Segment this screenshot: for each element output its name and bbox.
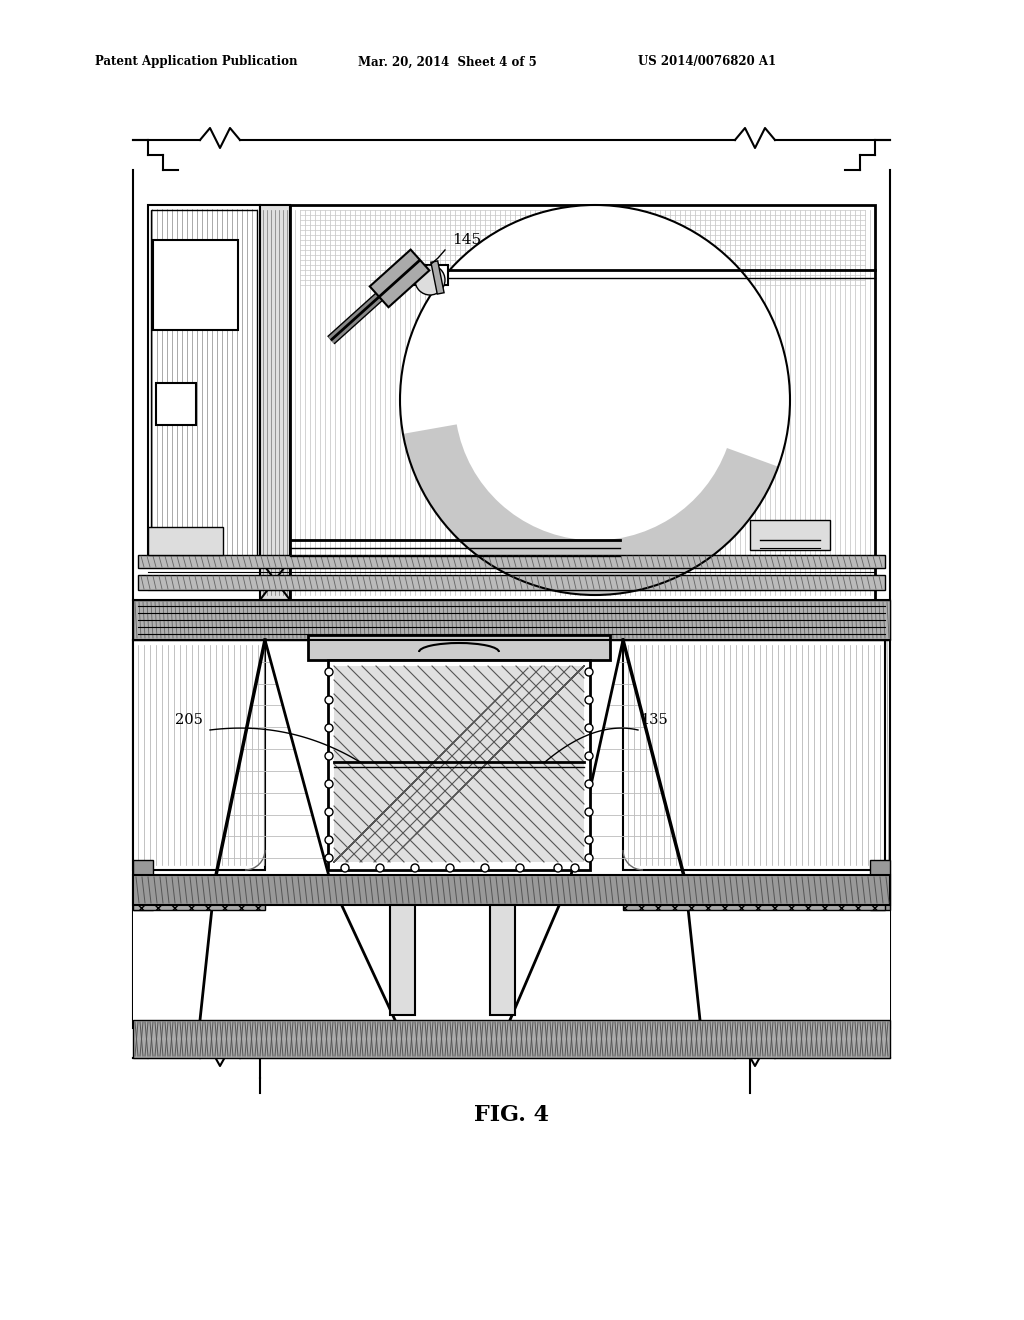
Bar <box>412 265 449 285</box>
Text: US 2014/0076820 A1: US 2014/0076820 A1 <box>638 55 776 69</box>
Bar <box>623 875 885 909</box>
Circle shape <box>325 780 333 788</box>
Circle shape <box>585 668 593 676</box>
Bar <box>148 527 223 554</box>
Circle shape <box>554 865 562 873</box>
Bar <box>334 667 584 862</box>
Circle shape <box>585 808 593 816</box>
Bar <box>156 383 196 425</box>
Circle shape <box>411 865 419 873</box>
Circle shape <box>415 265 445 294</box>
Bar <box>390 906 415 1015</box>
Text: Mar. 20, 2014  Sheet 4 of 5: Mar. 20, 2014 Sheet 4 of 5 <box>358 55 537 69</box>
Circle shape <box>325 752 333 760</box>
Circle shape <box>585 854 593 862</box>
Text: 205: 205 <box>175 713 203 727</box>
Bar <box>870 861 890 909</box>
Bar <box>153 240 238 330</box>
Bar <box>133 906 890 1020</box>
Circle shape <box>341 865 349 873</box>
Circle shape <box>585 780 593 788</box>
Text: 135: 135 <box>640 713 668 727</box>
Bar <box>151 210 257 560</box>
Bar <box>133 861 153 909</box>
Circle shape <box>376 865 384 873</box>
Bar <box>260 205 290 601</box>
Bar <box>133 875 265 909</box>
Circle shape <box>325 696 333 704</box>
Circle shape <box>585 752 593 760</box>
Text: Patent Application Publication: Patent Application Publication <box>95 55 298 69</box>
Bar <box>290 205 874 601</box>
Circle shape <box>571 865 579 873</box>
Bar <box>750 520 830 550</box>
Text: FIG. 4: FIG. 4 <box>474 1104 550 1126</box>
Bar <box>133 140 890 1059</box>
Polygon shape <box>370 249 429 308</box>
Circle shape <box>446 865 454 873</box>
Bar <box>138 576 885 590</box>
Bar <box>138 554 885 568</box>
Bar <box>133 640 265 870</box>
Circle shape <box>585 696 593 704</box>
Bar <box>133 601 890 640</box>
Bar <box>148 205 260 565</box>
Text: 145: 145 <box>452 234 481 247</box>
Bar <box>623 640 885 870</box>
Bar <box>133 875 890 906</box>
Circle shape <box>481 865 489 873</box>
Bar <box>490 906 515 1015</box>
Circle shape <box>516 865 524 873</box>
Wedge shape <box>403 425 778 595</box>
Bar <box>133 1020 890 1059</box>
Circle shape <box>325 668 333 676</box>
Circle shape <box>325 808 333 816</box>
Circle shape <box>325 836 333 843</box>
Bar <box>328 660 590 870</box>
Bar <box>308 635 610 660</box>
Circle shape <box>400 205 790 595</box>
Circle shape <box>585 836 593 843</box>
Circle shape <box>325 723 333 733</box>
Circle shape <box>585 723 593 733</box>
Circle shape <box>325 854 333 862</box>
